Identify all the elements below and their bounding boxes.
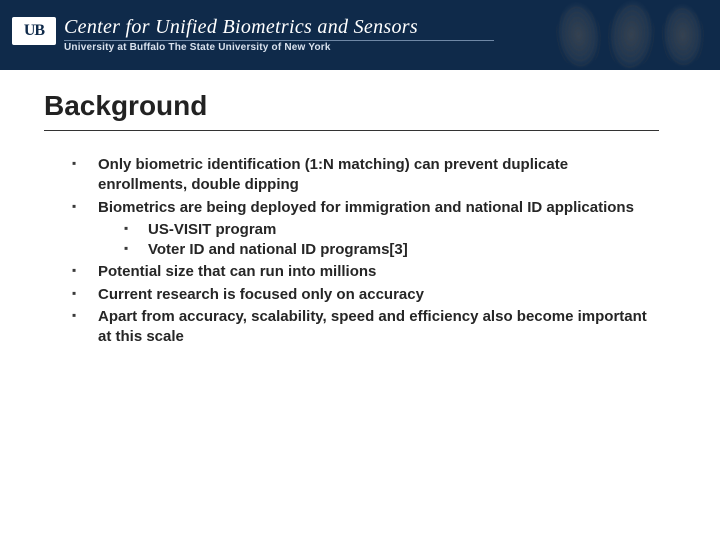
content-area: Only biometric identification (1:N match… [0, 131, 720, 347]
list-item: Voter ID and national ID programs[3] [124, 240, 660, 260]
bullet-text: Biometrics are being deployed for immigr… [98, 199, 634, 216]
list-item: Current research is focused only on accu… [72, 285, 660, 305]
header-bar: UB Center for Unified Biometrics and Sen… [0, 0, 720, 70]
header-title: Center for Unified Biometrics and Sensor… [64, 17, 494, 37]
list-item: US-VISIT program [124, 220, 660, 240]
bullet-list: Only biometric identification (1:N match… [72, 155, 660, 347]
bullet-text: Potential size that can run into million… [98, 263, 376, 280]
fingerprint-icon [652, 1, 713, 77]
list-item: Apart from accuracy, scalability, speed … [72, 307, 660, 348]
sub-bullet-list: US-VISIT program Voter ID and national I… [124, 220, 660, 261]
bullet-text: Current research is focused only on accu… [98, 286, 424, 303]
list-item: Biometrics are being deployed for immigr… [72, 198, 660, 261]
ub-logo: UB [12, 17, 56, 45]
bullet-text: Voter ID and national ID programs[3] [148, 241, 408, 258]
header-text: Center for Unified Biometrics and Sensor… [64, 17, 494, 53]
list-item: Potential size that can run into million… [72, 262, 660, 282]
header-subtitle: University at Buffalo The State Universi… [64, 43, 494, 53]
slide-root: UB Center for Unified Biometrics and Sen… [0, 0, 720, 540]
list-item: Only biometric identification (1:N match… [72, 155, 660, 196]
bullet-text: US-VISIT program [148, 221, 276, 238]
fingerprint-art [558, 0, 714, 78]
header-rule [64, 40, 494, 41]
bullet-text: Only biometric identification (1:N match… [98, 156, 568, 193]
bullet-text: Apart from accuracy, scalability, speed … [98, 308, 647, 345]
slide-title: Background [44, 90, 720, 122]
header-logo-block: UB Center for Unified Biometrics and Sen… [0, 17, 494, 53]
